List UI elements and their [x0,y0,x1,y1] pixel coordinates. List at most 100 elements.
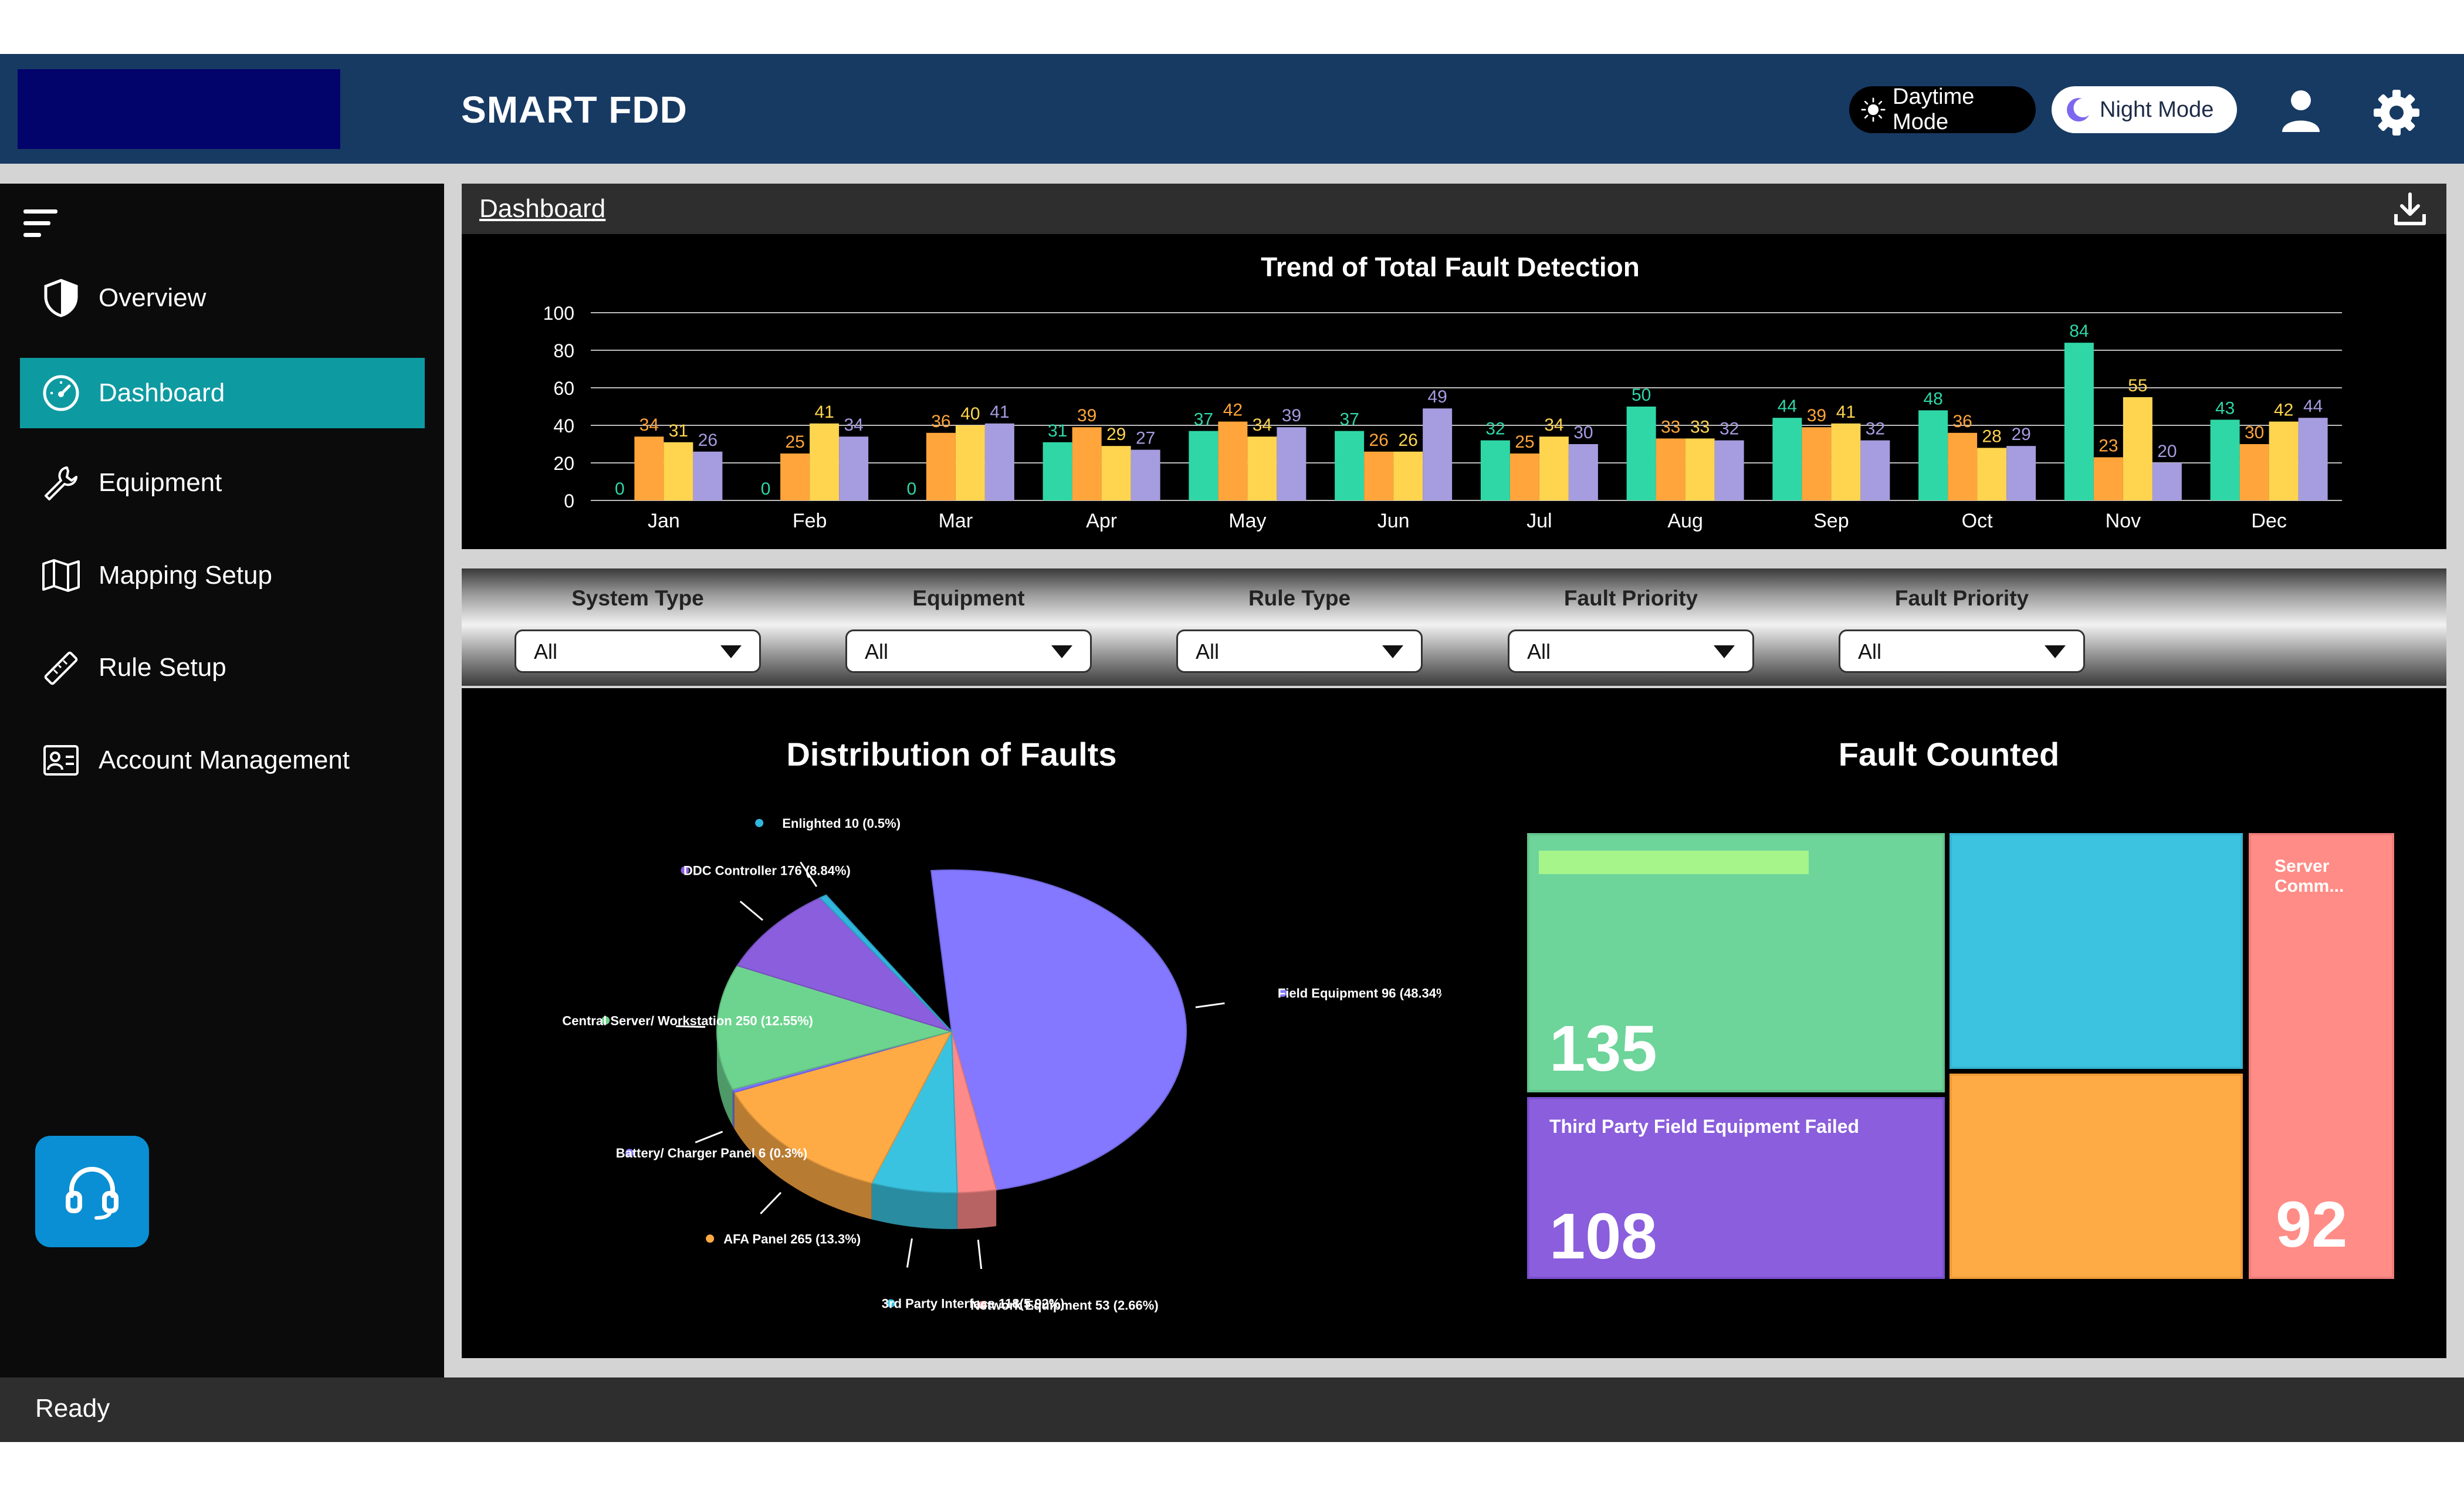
night-mode-button[interactable]: Night Mode [2052,86,2237,133]
bar[interactable] [1685,438,1715,500]
bar[interactable] [1480,440,1510,500]
sidebar-item-label: Rule Setup [99,653,226,682]
bar[interactable] [1423,408,1453,500]
bar[interactable] [1043,442,1072,500]
treemap-tile[interactable] [1949,1074,2243,1279]
filter-label: Equipment [912,586,1025,610]
support-button[interactable] [35,1136,149,1247]
bar[interactable] [780,453,810,500]
bar[interactable] [1218,421,1248,500]
pie-leader-line [800,861,818,888]
sidebar-item-account-management[interactable]: Account Management [20,725,425,796]
treemap-tile[interactable]: Server Comm... 92 [2249,833,2394,1279]
daytime-mode-button[interactable]: Daytime Mode [1849,84,2036,134]
bar-value-label: 42 [1223,401,1243,420]
bar[interactable] [1772,418,1802,500]
treemap-tile[interactable]: 135 [1527,833,1945,1092]
bar[interactable] [1860,440,1890,500]
sidebar-item-equipment[interactable]: Equipment [20,448,425,518]
bar-value-label: 48 [1923,389,1942,408]
bar-value-label: 41 [814,402,834,422]
pie-slice[interactable] [716,964,954,1091]
x-tick-label: Sep [1813,510,1849,532]
bar[interactable] [1802,427,1832,500]
menu-toggle-icon[interactable] [23,207,60,240]
sidebar-item-mapping-setup[interactable]: Mapping Setup [20,540,425,611]
main-panel: Dashboard Trend of Total Fault Detection… [444,184,2464,1377]
bar[interactable] [693,451,723,500]
bar[interactable] [1131,449,1160,500]
bar-value-label: 39 [1807,406,1826,425]
fault-priority-select[interactable]: All [1508,629,1754,673]
bar[interactable] [1189,431,1219,500]
bar[interactable] [810,423,840,500]
bar[interactable] [1335,431,1365,500]
bar[interactable] [984,423,1014,500]
bar[interactable] [634,436,664,500]
bar[interactable] [1714,440,1744,500]
bar[interactable] [926,432,956,500]
treemap-tile[interactable] [1949,833,2243,1069]
pie-slice[interactable] [871,1029,958,1193]
gear-icon[interactable] [2370,86,2423,139]
moon-icon [2067,98,2089,122]
bar[interactable] [1656,438,1685,500]
header-divider [0,164,2464,184]
bar[interactable] [1626,407,1656,500]
x-tick-label: Jun [1377,510,1410,532]
bar[interactable] [1364,451,1394,500]
download-icon[interactable] [2391,191,2429,228]
bar[interactable] [2006,446,2036,500]
rule-type-select[interactable]: All [1176,629,1423,673]
equipment-select[interactable]: All [845,629,1092,673]
bar[interactable] [839,436,869,500]
bar[interactable] [2152,463,2182,500]
select-value: All [865,639,889,664]
bar[interactable] [2123,397,2152,500]
fault-priority-select-2[interactable]: All [1839,629,2085,673]
bar[interactable] [1101,446,1131,500]
pie-legend-dot [625,1149,634,1157]
pie-leader-line [977,1240,983,1270]
bar[interactable] [1568,444,1598,500]
pie-slice[interactable] [736,897,952,1032]
bar[interactable] [2093,457,2123,500]
tile-label: Third Party Field Equipment Failed [1549,1116,1860,1137]
pie-slice[interactable] [818,894,952,1032]
bar[interactable] [1948,432,1978,500]
breadcrumb[interactable]: Dashboard [479,194,606,223]
bar[interactable] [1918,410,1948,500]
bar[interactable] [1509,453,1539,500]
sidebar-item-rule-setup[interactable]: Rule Setup [20,632,425,703]
bar[interactable] [2269,421,2299,500]
bar[interactable] [1977,448,2007,500]
system-type-select[interactable]: All [515,629,761,673]
bar-value-label: 29 [1106,425,1126,444]
bar-value-label: 43 [2215,398,2235,418]
bar[interactable] [1247,436,1277,500]
bar[interactable] [1277,427,1307,500]
bar-value-label: 30 [2245,423,2264,442]
sun-icon [1861,97,1886,122]
bar[interactable] [664,442,693,500]
sidebar-item-dashboard[interactable]: Dashboard [20,358,425,428]
pie-slice-label: 3rd Party Interface 118(5.92%) [882,1297,1065,1311]
bar[interactable] [2210,419,2240,500]
bar[interactable] [1072,427,1102,500]
bar-value-label: 84 [2069,321,2089,341]
pie-slice[interactable] [733,1030,953,1184]
bar[interactable] [1393,451,1423,500]
bar[interactable] [955,425,985,500]
filter-fault-priority-2: Fault Priority All [1839,568,2085,686]
x-tick-label: Nov [2106,510,2141,532]
pie-slice[interactable] [930,869,1187,1191]
bar[interactable] [1539,436,1569,500]
select-value: All [1527,639,1551,664]
user-icon[interactable] [2277,86,2324,133]
treemap-tile[interactable]: Third Party Field Equipment Failed 108 [1527,1097,1945,1279]
bar[interactable] [2239,444,2269,500]
bar[interactable] [1831,423,1861,500]
sidebar-item-overview[interactable]: Overview [20,263,425,333]
bar[interactable] [2298,418,2328,500]
bar[interactable] [2064,343,2094,500]
